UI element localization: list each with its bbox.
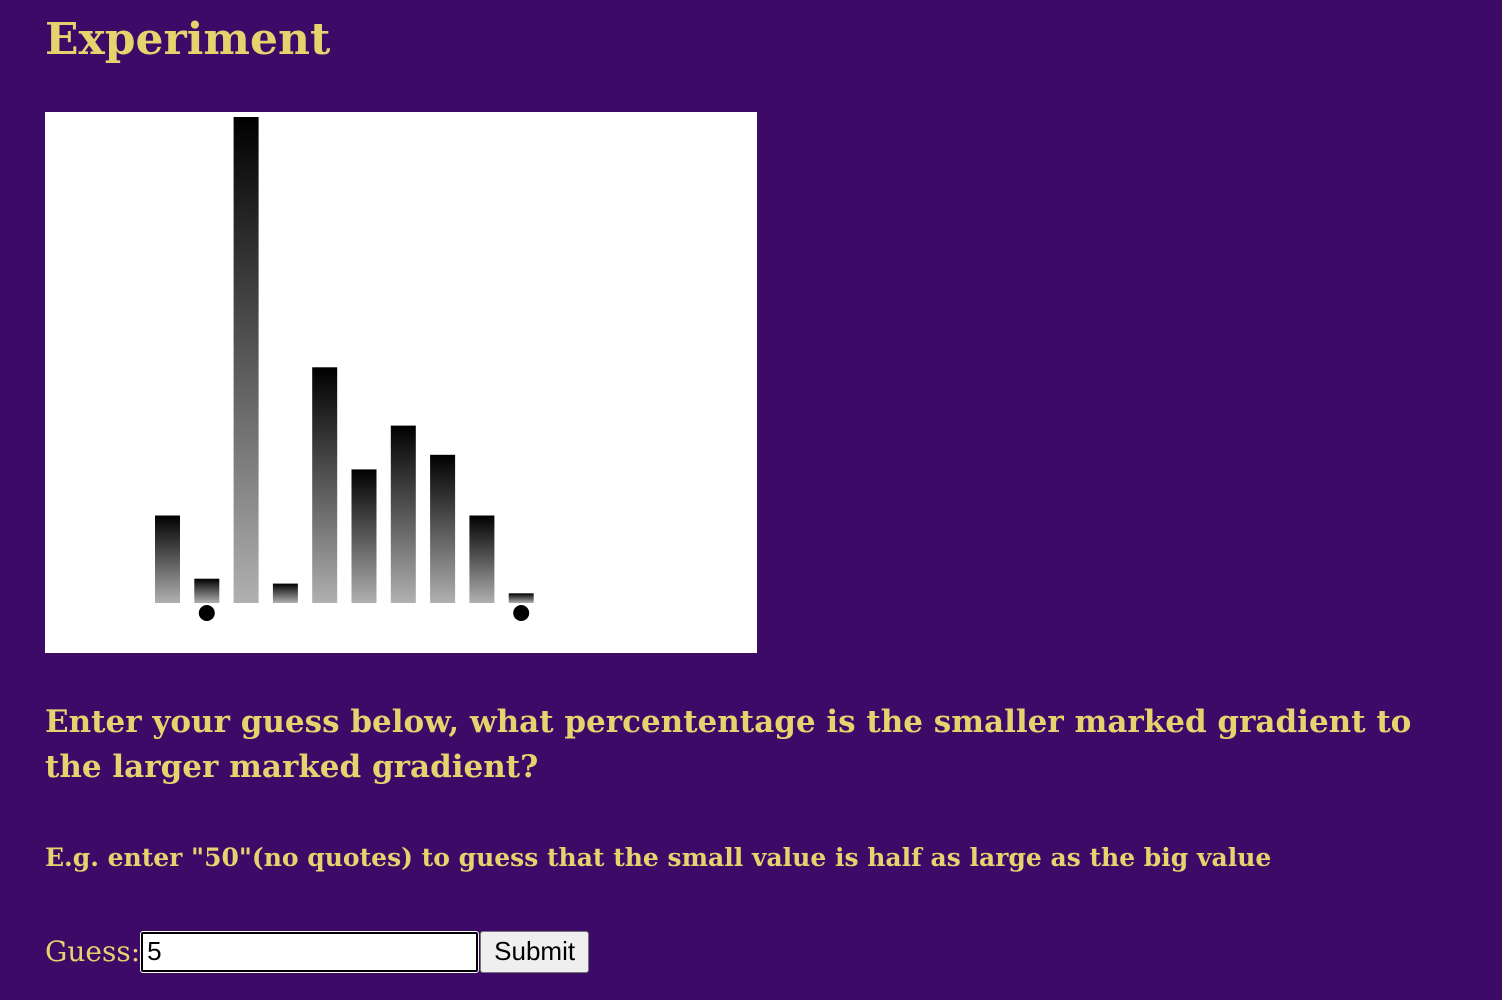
submit-button[interactable]: Submit bbox=[480, 930, 590, 973]
bar-chart-canvas bbox=[155, 117, 534, 621]
marker-dot-10 bbox=[513, 605, 530, 621]
question-text: Enter your guess below, what percententa… bbox=[45, 704, 1412, 785]
bar-2 bbox=[194, 578, 220, 603]
page-title: Experiment bbox=[45, 14, 331, 65]
example-text: E.g. enter "50"(no quotes) to guess that… bbox=[45, 843, 1272, 872]
bar-5 bbox=[312, 367, 338, 603]
guess-form: Guess: Submit bbox=[45, 930, 590, 973]
bar-8 bbox=[430, 454, 456, 603]
guess-label: Guess: bbox=[45, 935, 141, 968]
bar-6 bbox=[351, 469, 377, 604]
bars-group bbox=[155, 117, 534, 604]
marker-dot-2 bbox=[198, 605, 215, 621]
bar-1 bbox=[155, 515, 180, 603]
bar-7 bbox=[390, 425, 416, 603]
guess-input[interactable] bbox=[140, 930, 480, 973]
markers-group bbox=[198, 605, 530, 621]
bar-4 bbox=[272, 583, 298, 603]
bar-10 bbox=[508, 593, 534, 603]
bar-chart bbox=[45, 112, 757, 653]
bar-9 bbox=[469, 515, 495, 603]
bar-3 bbox=[233, 117, 259, 603]
